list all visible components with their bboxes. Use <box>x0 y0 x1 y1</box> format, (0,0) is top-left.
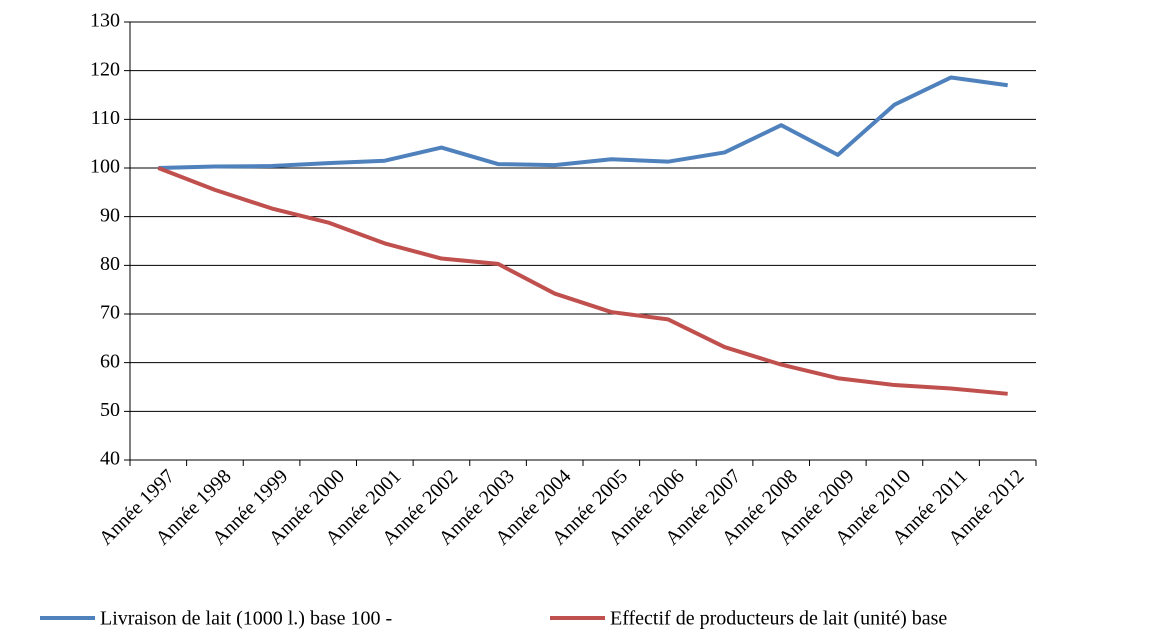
series-line <box>157 166 1008 396</box>
legend-label: Livraison de lait (1000 l.) base 100 - <box>100 608 392 630</box>
y-tick-label: 80 <box>100 253 120 275</box>
y-tick-label: 90 <box>100 204 120 226</box>
y-tick-label: 110 <box>91 107 120 129</box>
series-line <box>158 75 1008 170</box>
y-tick-label: 60 <box>100 350 120 372</box>
y-tick-label: 40 <box>100 448 120 470</box>
y-tick-label: 50 <box>100 399 120 421</box>
y-tick-label: 130 <box>90 10 120 32</box>
y-tick-label: 100 <box>90 156 120 178</box>
y-tick-label: 120 <box>90 58 120 80</box>
y-tick-label: 70 <box>100 302 120 324</box>
legend-label: Effectif de producteurs de lait (unité) … <box>610 608 947 630</box>
